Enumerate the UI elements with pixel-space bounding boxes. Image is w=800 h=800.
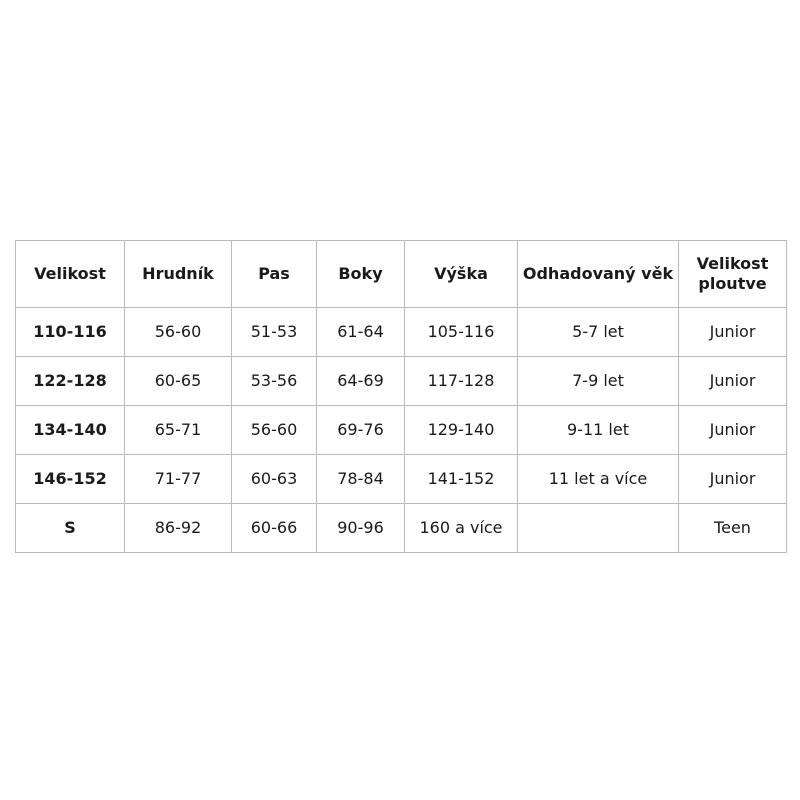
table-cell: 65-71 xyxy=(124,405,232,455)
table-cell: 56-60 xyxy=(231,405,317,455)
table-cell: 61-64 xyxy=(316,307,405,357)
column-header: Velikost ploutve xyxy=(678,240,787,308)
table-cell: 160 a více xyxy=(404,503,518,553)
table-row: 134-140 65-71 56-60 69-76 129-140 9-11 let Jun… xyxy=(15,405,787,455)
table-row: 110-116 56-60 51-53 61-64 105-116 5-7 let Juni… xyxy=(15,307,787,357)
table-cell: 90-96 xyxy=(316,503,405,553)
table-cell: Junior xyxy=(678,356,787,406)
table-cell: 78-84 xyxy=(316,454,405,504)
table-cell xyxy=(517,503,679,553)
column-header: Odhadovaný věk xyxy=(517,240,679,308)
table-cell: 122-128 xyxy=(15,356,125,406)
table-row: 146-152 71-77 60-63 78-84 141-152 11 let a ví… xyxy=(15,454,787,504)
size-chart-table: Velikost Hrudník Pas Boky Výška Odhadovaný vě… xyxy=(15,240,787,553)
table-cell: 146-152 xyxy=(15,454,125,504)
table-cell: 86-92 xyxy=(124,503,232,553)
table-cell: S xyxy=(15,503,125,553)
column-header: Hrudník xyxy=(124,240,232,308)
table-cell: 60-65 xyxy=(124,356,232,406)
table-header: Velikost Hrudník Pas Boky Výška Odhadovaný vě… xyxy=(15,240,787,308)
table-cell: Junior xyxy=(678,405,787,455)
column-header: Velikost xyxy=(15,240,125,308)
table-cell: 69-76 xyxy=(316,405,405,455)
table-cell: 105-116 xyxy=(404,307,518,357)
table-row: 122-128 60-65 53-56 64-69 117-128 7-9 let Juni… xyxy=(15,356,787,406)
table-cell: 7-9 let xyxy=(517,356,679,406)
table-cell: 71-77 xyxy=(124,454,232,504)
table-cell: Junior xyxy=(678,307,787,357)
table-cell: 129-140 xyxy=(404,405,518,455)
column-header: Výška xyxy=(404,240,518,308)
table-cell: 53-56 xyxy=(231,356,317,406)
table-cell: Junior xyxy=(678,454,787,504)
column-header: Pas xyxy=(231,240,317,308)
table-cell: 64-69 xyxy=(316,356,405,406)
table-cell: 60-63 xyxy=(231,454,317,504)
table-body: 110-116 56-60 51-53 61-64 105-116 5-7 let Juni… xyxy=(15,307,787,553)
table-cell: 60-66 xyxy=(231,503,317,553)
table-cell: 5-7 let xyxy=(517,307,679,357)
table-cell: 141-152 xyxy=(404,454,518,504)
table-cell: 110-116 xyxy=(15,307,125,357)
table-cell: 117-128 xyxy=(404,356,518,406)
table-cell: 11 let a více xyxy=(517,454,679,504)
table-cell: 9-11 let xyxy=(517,405,679,455)
table-row: S 86-92 60-66 90-96 160 a více Teen xyxy=(15,503,787,553)
table-cell: 51-53 xyxy=(231,307,317,357)
column-header: Boky xyxy=(316,240,405,308)
table-cell: 134-140 xyxy=(15,405,125,455)
table-cell: Teen xyxy=(678,503,787,553)
table-cell: 56-60 xyxy=(124,307,232,357)
header-row: Velikost Hrudník Pas Boky Výška Odhadovaný vě… xyxy=(15,240,787,308)
